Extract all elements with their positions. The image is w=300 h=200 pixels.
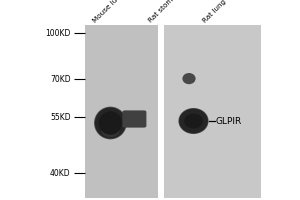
Ellipse shape <box>95 107 126 139</box>
Ellipse shape <box>101 125 120 137</box>
Ellipse shape <box>94 107 127 139</box>
Text: Rat lung: Rat lung <box>201 0 227 24</box>
Text: 70KD: 70KD <box>50 74 70 84</box>
Bar <box>85 25 159 198</box>
Text: Mouse lung: Mouse lung <box>92 0 125 24</box>
Ellipse shape <box>182 73 196 84</box>
Text: GLPIR: GLPIR <box>215 116 242 126</box>
Text: 40KD: 40KD <box>50 168 70 178</box>
Ellipse shape <box>184 114 203 128</box>
Ellipse shape <box>179 109 208 133</box>
Ellipse shape <box>99 111 122 135</box>
Text: 55KD: 55KD <box>50 112 70 121</box>
Bar <box>164 25 261 198</box>
Text: 100KD: 100KD <box>45 28 70 38</box>
Text: Rat stomach: Rat stomach <box>147 0 184 24</box>
Bar <box>158 25 164 198</box>
Ellipse shape <box>178 108 208 134</box>
FancyBboxPatch shape <box>122 110 146 128</box>
